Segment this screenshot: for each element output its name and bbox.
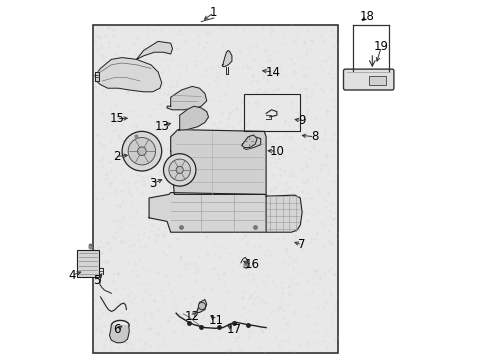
Polygon shape <box>167 86 206 110</box>
Circle shape <box>198 302 205 310</box>
Polygon shape <box>95 58 162 92</box>
Text: 4: 4 <box>68 269 75 282</box>
Text: 11: 11 <box>208 314 223 327</box>
Circle shape <box>176 166 183 174</box>
Text: 16: 16 <box>244 258 259 271</box>
Text: 17: 17 <box>226 323 241 336</box>
Text: 2: 2 <box>113 150 120 163</box>
Text: 7: 7 <box>298 238 305 251</box>
Circle shape <box>168 159 190 181</box>
Polygon shape <box>241 135 257 148</box>
Polygon shape <box>222 50 231 67</box>
Polygon shape <box>149 193 289 232</box>
Text: 6: 6 <box>113 323 120 336</box>
Text: 12: 12 <box>184 310 200 323</box>
Text: 19: 19 <box>373 40 388 53</box>
Text: 10: 10 <box>269 145 284 158</box>
Circle shape <box>122 131 162 171</box>
Text: 5: 5 <box>93 274 101 287</box>
Text: 13: 13 <box>154 120 169 132</box>
Text: 8: 8 <box>310 130 318 143</box>
Polygon shape <box>109 326 129 343</box>
Text: 14: 14 <box>265 66 280 78</box>
Bar <box>77 250 99 277</box>
Text: 18: 18 <box>359 10 374 23</box>
Circle shape <box>163 154 196 186</box>
Text: 15: 15 <box>109 112 124 125</box>
Polygon shape <box>170 130 265 194</box>
Text: 1: 1 <box>210 6 217 19</box>
Polygon shape <box>95 72 99 81</box>
Circle shape <box>137 147 146 156</box>
Bar <box>368 76 385 85</box>
Polygon shape <box>244 137 260 149</box>
FancyBboxPatch shape <box>343 69 393 90</box>
Polygon shape <box>178 106 208 130</box>
Circle shape <box>128 138 155 165</box>
Bar <box>244 94 300 131</box>
Polygon shape <box>136 41 172 59</box>
Bar <box>93 25 337 353</box>
Polygon shape <box>197 300 206 312</box>
Text: 3: 3 <box>149 177 156 190</box>
Text: 9: 9 <box>298 114 305 127</box>
Polygon shape <box>265 195 302 232</box>
